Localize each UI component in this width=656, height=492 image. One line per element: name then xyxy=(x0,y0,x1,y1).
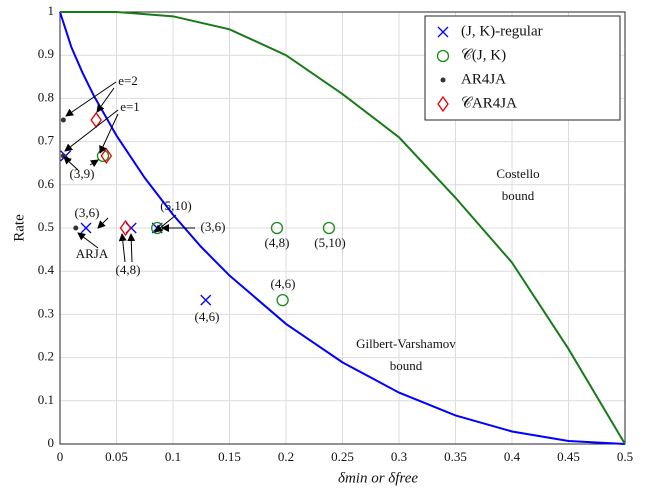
arrow xyxy=(77,232,99,249)
x-tick-label: 0.25 xyxy=(331,449,354,464)
annotation: (4,8) xyxy=(116,262,141,277)
legend-label: 𝒞(J, K) xyxy=(461,47,506,63)
marker-x xyxy=(200,294,212,306)
legend-marker xyxy=(437,26,449,38)
x-tick-label: 0.4 xyxy=(504,449,521,464)
marker xyxy=(276,293,289,307)
marker xyxy=(80,222,92,234)
marker-circle xyxy=(270,221,284,235)
legend-label: 𝒞AR4JA xyxy=(461,95,517,111)
y-tick-label: 0.1 xyxy=(38,392,54,407)
x-tick-label: 0.5 xyxy=(617,449,633,464)
legend-box xyxy=(424,15,621,121)
arrow xyxy=(127,233,136,263)
marker-circle xyxy=(276,293,289,307)
marker-x xyxy=(437,26,449,38)
marker xyxy=(200,294,212,306)
annotation: (5,10) xyxy=(314,235,345,250)
annotation: Gilbert-Varshamov xyxy=(356,336,456,351)
legend-marker xyxy=(437,95,449,113)
arrow xyxy=(63,156,79,171)
y-tick-label: 0.3 xyxy=(38,305,54,320)
x-tick-label: 0.1 xyxy=(165,449,181,464)
annotation: (3,6) xyxy=(75,205,100,220)
marker-diamond xyxy=(437,95,449,113)
x-tick-label: 0.15 xyxy=(218,449,241,464)
legend-label: (J, K)-regular xyxy=(461,23,543,39)
arrow xyxy=(99,113,119,154)
annotation: e=1 xyxy=(120,99,140,114)
y-tick-label: 0 xyxy=(48,435,55,450)
plot-frame xyxy=(59,11,626,445)
y-tick-label: 0.8 xyxy=(38,89,54,104)
annotation: (3,9) xyxy=(70,166,95,181)
x-tick-label: 0.3 xyxy=(391,449,407,464)
marker-circle xyxy=(436,49,450,63)
marker-dot xyxy=(60,117,66,123)
arrow xyxy=(154,214,177,233)
marker-circle xyxy=(322,221,336,235)
arrow xyxy=(65,81,117,117)
y-tick-label: 0.9 xyxy=(38,46,54,61)
annotation: ARJA xyxy=(76,246,109,261)
x-tick-label: 0.2 xyxy=(278,449,294,464)
marker xyxy=(322,221,336,235)
annotation: e=2 xyxy=(118,73,138,88)
x-tick-label: 0 xyxy=(57,449,64,464)
y-tick-label: 0.6 xyxy=(38,176,55,191)
x-tick-label: 0.35 xyxy=(444,449,467,464)
annotation: (4,6) xyxy=(195,309,220,324)
annotation: bound xyxy=(502,188,535,203)
legend-marker xyxy=(440,77,446,83)
curve xyxy=(60,11,626,445)
y-tick-label: 0.4 xyxy=(38,262,55,277)
y-tick-label: 1 xyxy=(48,3,55,18)
marker-x xyxy=(80,222,92,234)
annotation: (4,8) xyxy=(265,235,290,250)
marker xyxy=(60,117,66,123)
legend-marker xyxy=(436,49,450,63)
annotation: (5,10) xyxy=(160,198,191,213)
marker xyxy=(73,225,79,231)
annotation: bound xyxy=(390,358,423,373)
arrow xyxy=(97,217,109,229)
x-axis-label: δmin or δfree xyxy=(338,470,418,486)
marker xyxy=(270,221,284,235)
y-tick-label: 0.2 xyxy=(38,349,54,364)
x-tick-label: 0.05 xyxy=(105,449,128,464)
legend-label: AR4JA xyxy=(461,71,506,87)
y-tick-label: 0.5 xyxy=(38,219,54,234)
annotation: Costello xyxy=(496,166,539,181)
x-tick-label: 0.45 xyxy=(557,449,580,464)
arrow xyxy=(118,233,127,263)
annotation: (3,6) xyxy=(201,219,226,234)
y-axis-label: Rate xyxy=(11,214,27,242)
y-tick-label: 0.7 xyxy=(38,133,55,148)
arrow xyxy=(64,109,119,152)
arrow xyxy=(89,159,99,168)
marker-dot xyxy=(440,77,446,83)
curve xyxy=(59,11,626,445)
marker-dot xyxy=(73,225,79,231)
arrow xyxy=(96,87,115,113)
annotation: (4,6) xyxy=(271,276,296,291)
